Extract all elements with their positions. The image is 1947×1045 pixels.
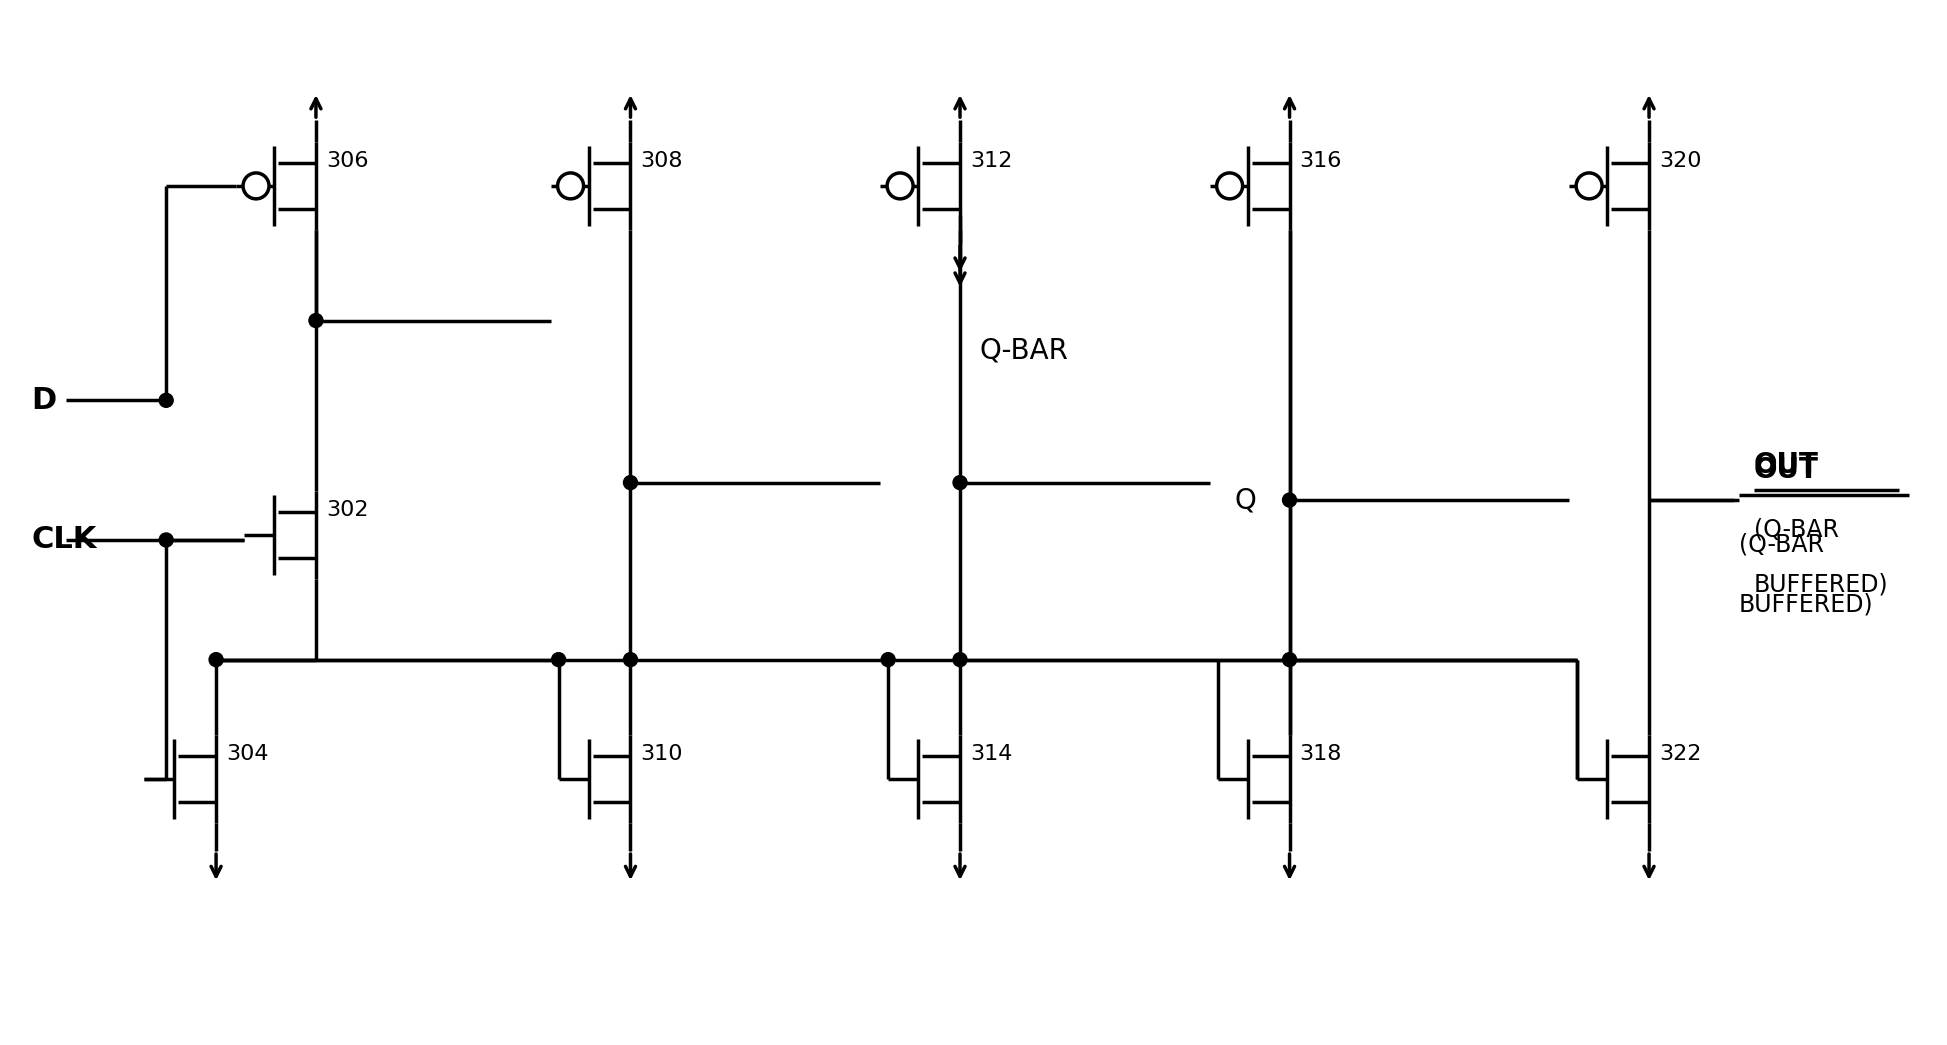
Circle shape — [208, 653, 224, 667]
Text: (Q-BAR: (Q-BAR — [1754, 518, 1838, 542]
Text: (Q-BAR: (Q-BAR — [1739, 533, 1824, 557]
Text: 308: 308 — [641, 150, 683, 171]
Text: 318: 318 — [1299, 744, 1341, 764]
Text: 310: 310 — [641, 744, 683, 764]
Text: OUT: OUT — [1754, 451, 1818, 480]
Circle shape — [1283, 653, 1297, 667]
Circle shape — [623, 653, 637, 667]
Circle shape — [160, 393, 173, 408]
Circle shape — [551, 653, 565, 667]
Text: Q: Q — [1234, 486, 1256, 514]
Text: Q-BAR: Q-BAR — [979, 336, 1069, 365]
Text: OUT: OUT — [1754, 456, 1818, 484]
Text: 320: 320 — [1659, 150, 1702, 171]
Circle shape — [882, 653, 896, 667]
Text: D: D — [31, 386, 56, 415]
Circle shape — [952, 653, 968, 667]
Circle shape — [310, 314, 323, 327]
Text: BUFFERED): BUFFERED) — [1739, 593, 1873, 617]
Circle shape — [1283, 493, 1297, 507]
Text: BUFFERED): BUFFERED) — [1754, 573, 1889, 597]
Circle shape — [623, 475, 637, 490]
Text: 302: 302 — [325, 501, 368, 520]
Text: 314: 314 — [970, 744, 1012, 764]
Circle shape — [160, 533, 173, 547]
Text: 312: 312 — [970, 150, 1012, 171]
Text: 322: 322 — [1659, 744, 1702, 764]
Text: 316: 316 — [1299, 150, 1341, 171]
Text: CLK: CLK — [31, 526, 97, 555]
Text: 304: 304 — [226, 744, 269, 764]
Text: 306: 306 — [325, 150, 368, 171]
Circle shape — [952, 475, 968, 490]
